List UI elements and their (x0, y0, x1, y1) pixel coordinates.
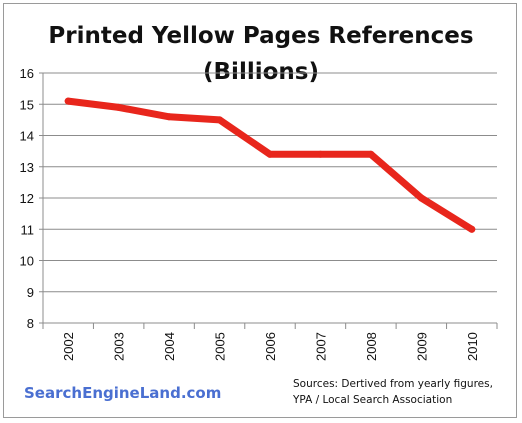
data-point-2004 (165, 113, 173, 121)
y-tick-label: 13 (20, 160, 34, 175)
y-tick-label: 10 (20, 254, 34, 269)
x-tick-label: 2004 (162, 332, 177, 361)
data-point-2010 (468, 225, 476, 233)
data-point-2002 (64, 97, 72, 105)
data-point-2008 (367, 150, 375, 158)
y-tick-label: 15 (20, 97, 34, 112)
chart-title-line-2: (Billions) (203, 59, 319, 85)
source-note: Sources: Dertived from yearly figures, Y… (293, 376, 493, 408)
gridlines (43, 72, 497, 324)
data-point-2005 (216, 116, 224, 124)
data-point-2007 (316, 150, 324, 158)
data-point-2006 (266, 150, 274, 158)
y-tick-label: 8 (27, 316, 34, 331)
x-tick-label: 2009 (414, 332, 429, 361)
x-tick-label: 2010 (465, 332, 480, 361)
x-tick-label: 2002 (61, 332, 76, 361)
y-tick-label: 12 (20, 191, 34, 206)
x-tick-label: 2006 (263, 332, 278, 361)
source-line-2: YPA / Local Search Association (293, 394, 453, 406)
series-line-path (64, 97, 476, 233)
y-tick-labels: 8 9 10 11 12 13 14 15 16 (20, 66, 34, 331)
chart-frame (3, 3, 517, 418)
series-line (64, 97, 476, 233)
x-tick-labels: 2002 2003 2004 2005 2006 2007 2008 2009 2010 (61, 332, 480, 361)
x-tick-label: 2005 (213, 332, 228, 361)
axes (39, 72, 498, 329)
x-tick-label: 2003 (112, 332, 127, 361)
brand-label: SearchEngineLand.com (24, 384, 222, 402)
x-tick-label: 2008 (364, 332, 379, 361)
source-line-1: Sources: Dertived from yearly figures, (293, 378, 493, 390)
chart-title-line-1: Printed Yellow Pages References (48, 23, 474, 49)
y-tick-label: 11 (21, 222, 35, 237)
data-point-2009 (417, 194, 425, 202)
x-tick-label: 2007 (313, 332, 328, 361)
y-tick-label: 16 (20, 66, 34, 81)
y-tick-label: 14 (20, 129, 34, 144)
data-point-2003 (115, 103, 123, 111)
y-tick-label: 9 (27, 285, 34, 300)
